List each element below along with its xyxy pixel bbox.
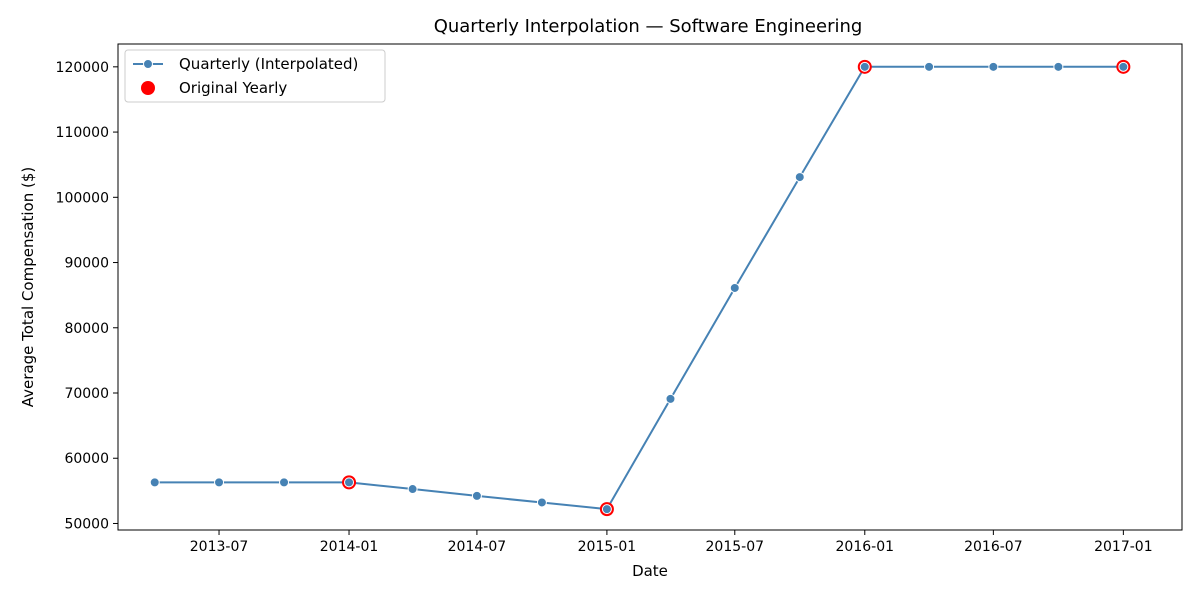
quarterly-point	[279, 477, 290, 488]
chart-title: Quarterly Interpolation — Software Engin…	[434, 16, 863, 37]
x-tick-label: 2015-01	[578, 539, 637, 555]
x-tick-label: 2013-07	[190, 539, 249, 555]
quarterly-point	[665, 393, 676, 404]
quarterly-point	[471, 490, 482, 501]
y-axis: 50000 60000 70000 80000 90000 100000 110000 120…	[56, 60, 118, 532]
quarterly-point	[344, 477, 355, 488]
series-layer	[149, 59, 1131, 517]
y-axis-label: Average Total Compensation ($)	[19, 167, 37, 407]
quarterly-point	[794, 172, 805, 183]
quarterly-point	[729, 282, 740, 293]
quarterly-point	[536, 497, 547, 508]
legend-label-quarterly: Quarterly (Interpolated)	[179, 55, 358, 73]
quarterly-point	[214, 477, 225, 488]
quarterly-point	[601, 504, 612, 515]
y-tick-label: 80000	[64, 321, 109, 337]
quarterly-point	[924, 61, 935, 72]
quarterly-point	[149, 477, 160, 488]
legend-swatch-original-yearly	[141, 81, 155, 95]
quarterly-point	[859, 61, 870, 72]
y-tick-label: 100000	[56, 190, 109, 206]
y-tick-label: 60000	[64, 451, 109, 467]
y-tick-label: 70000	[64, 386, 109, 402]
x-tick-label: 2015-07	[706, 539, 765, 555]
x-tick-label: 2014-01	[320, 539, 379, 555]
quarterly-point	[1118, 61, 1129, 72]
y-tick-label: 110000	[56, 125, 109, 141]
legend-label-original-yearly: Original Yearly	[179, 79, 287, 97]
y-tick-label: 120000	[56, 60, 109, 76]
x-tick-label: 2014-07	[448, 539, 507, 555]
plot-area-frame	[117, 43, 1183, 531]
legend: Quarterly (Interpolated) Original Yearly	[124, 49, 386, 103]
quarterly-point	[988, 61, 999, 72]
legend-box	[124, 49, 386, 103]
x-tick-label: 2016-01	[836, 539, 895, 555]
y-tick-label: 50000	[64, 516, 109, 532]
quarterly-point	[407, 484, 418, 495]
legend-swatch-quarterly-marker	[143, 59, 153, 69]
x-tick-label: 2017-01	[1094, 539, 1153, 555]
y-tick-label: 90000	[64, 256, 109, 272]
series-line-quarterly	[154, 65, 1124, 511]
x-axis-label: Date	[632, 562, 668, 580]
x-axis: 2013-07 2014-01 2014-07 2015-01 2015-07 2016-…	[190, 530, 1153, 555]
x-tick-label: 2016-07	[964, 539, 1023, 555]
quarterly-point	[1053, 61, 1064, 72]
